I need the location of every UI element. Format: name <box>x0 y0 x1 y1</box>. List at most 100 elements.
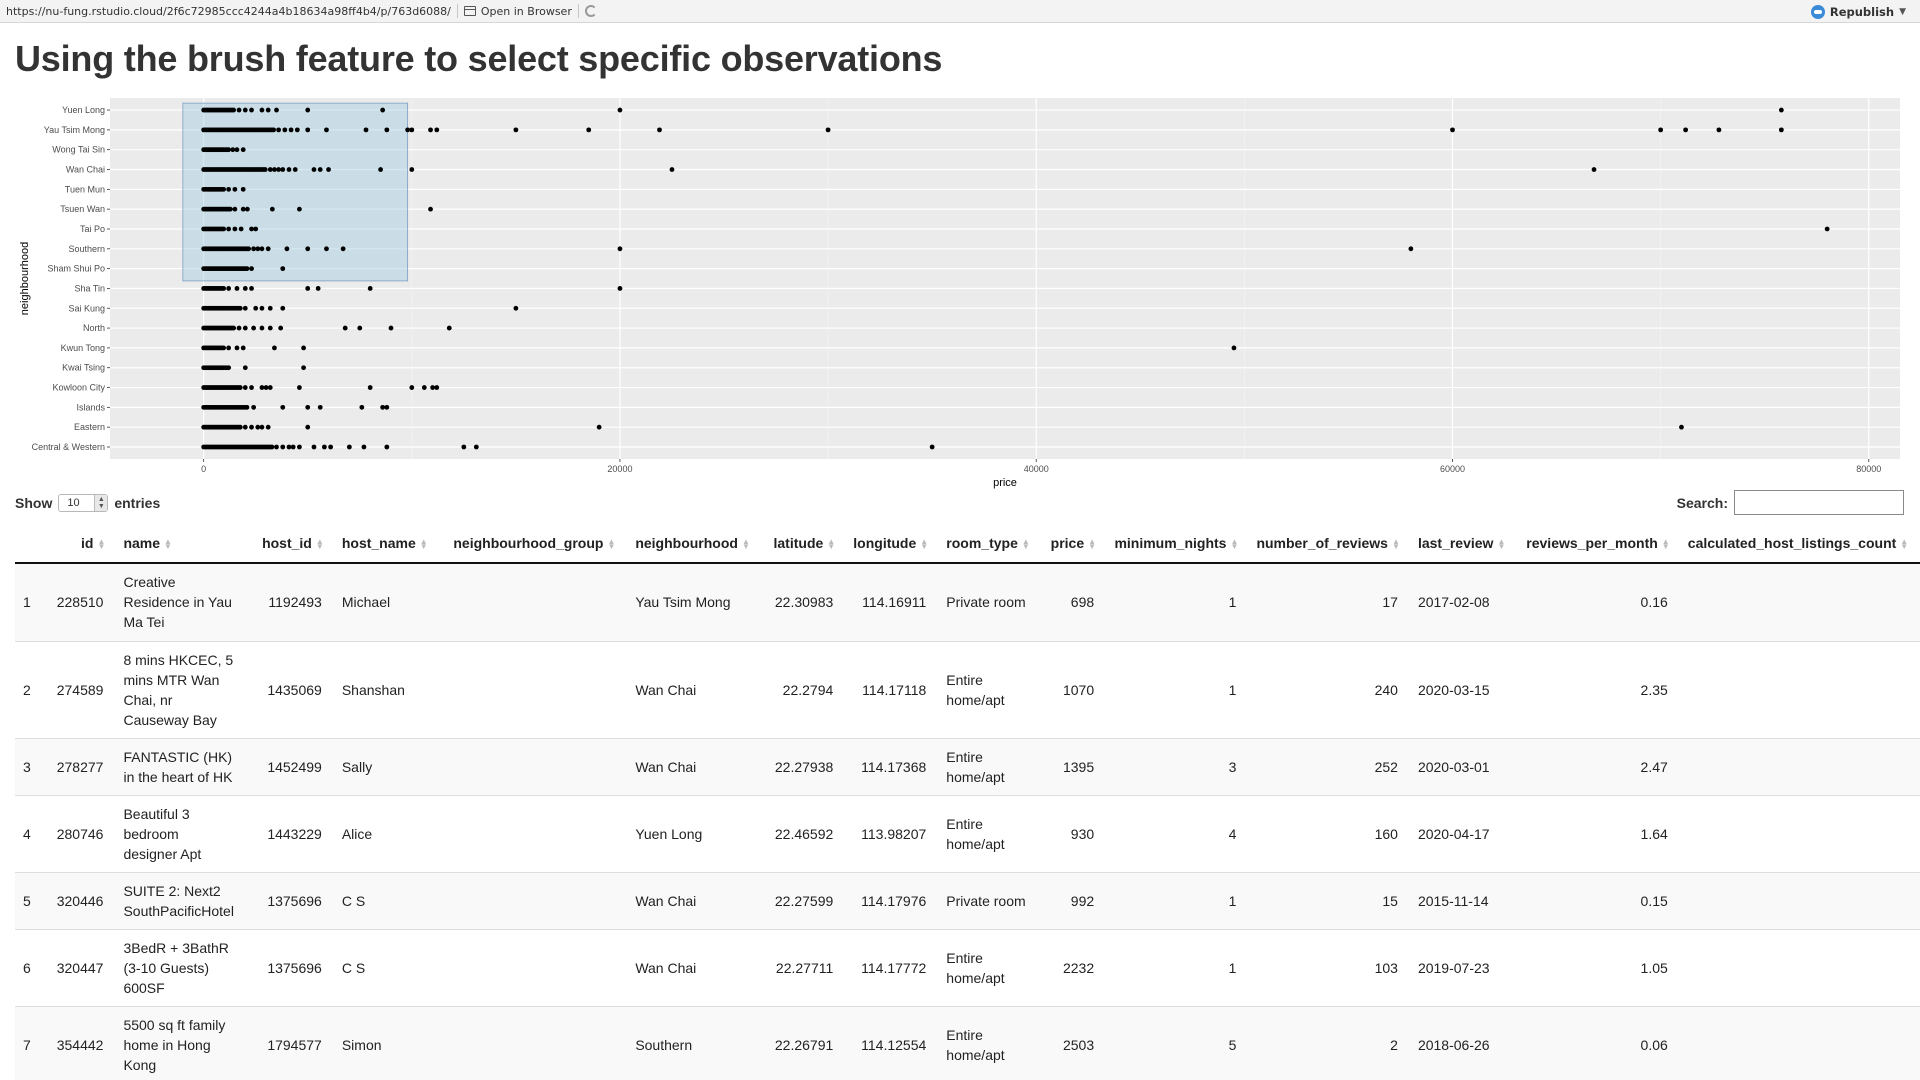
cell-calculated-host-listings-count <box>1677 562 1920 641</box>
brush-selection[interactable] <box>182 102 409 282</box>
data-point <box>253 226 259 232</box>
data-point <box>255 246 261 252</box>
data-point <box>265 424 271 430</box>
table-row[interactable]: 4 280746 Beautiful 3 bedroom designer Apt 1… <box>15 794 1920 872</box>
republish-button[interactable]: Republish ▼ <box>1810 0 1906 23</box>
toolbar-divider <box>577 4 579 18</box>
table-row[interactable]: 5 320446 SUITE 2: Next2 SouthPacificHotel 1… <box>15 871 1920 929</box>
data-point <box>267 325 273 331</box>
search-label: Search: <box>1676 494 1728 511</box>
column-header-calculated-host-listings-count[interactable]: calculated_host_listings_count ▲ ▼ <box>1677 524 1920 564</box>
data-point <box>226 365 232 371</box>
sort-arrows-icon: ▲ ▼ <box>315 537 324 552</box>
cell-number-of-reviews: 15 <box>1246 871 1408 929</box>
table-row[interactable]: 2 274589 8 mins HKCEC, 5 mins MTR Wan Chai… <box>15 640 1920 738</box>
scatter-plot[interactable]: Central & Western Eastern Islands Kowloon C… <box>0 92 1920 492</box>
plot-panel[interactable] <box>110 98 1900 459</box>
data-point <box>346 444 352 450</box>
data-point <box>1231 345 1237 351</box>
data-point <box>617 246 623 252</box>
table-row[interactable]: 1 228510 Creative Residence in Yau Ma Tei 1… <box>15 562 1920 641</box>
data-point <box>301 345 306 351</box>
column-header-number-of-reviews[interactable]: number_of_reviews ▲ ▼ <box>1246 524 1408 564</box>
y-tick-label: Wan Chai <box>66 165 105 175</box>
toolbar-divider <box>456 4 458 18</box>
table-row[interactable]: 6 320447 3BedR + 3BathR (3-10 Guests) 600S… <box>15 928 1920 1006</box>
data-point <box>267 305 273 311</box>
cell-host-name: C S <box>331 871 444 929</box>
data-point <box>221 226 227 232</box>
cell-host-name: Alice <box>331 794 444 872</box>
cell-host-id: 1375696 <box>245 871 332 929</box>
entries-select[interactable]: 10 ▲ ▼ <box>58 494 109 512</box>
column-header-neighbourhood-group[interactable]: neighbourhood_group ▲ ▼ <box>443 524 626 564</box>
cell-neighbourhood-group <box>443 871 626 929</box>
sort-arrows-icon: ▲ ▼ <box>1497 537 1506 552</box>
chevron-down-icon[interactable]: ▼ <box>1899 6 1906 17</box>
data-point <box>288 127 294 133</box>
cell-host-id: 1435069 <box>245 640 332 738</box>
table-header-row: id ▲ ▼ name ▲ ▼ host_id ▲ ▼ host_name ▲ ▼ neighbourh… <box>15 524 1920 564</box>
data-point <box>231 107 237 113</box>
search-input[interactable] <box>1734 490 1904 515</box>
table-row[interactable]: 3 278277 FANTASTIC (HK) in the heart of HK… <box>15 737 1920 795</box>
cell-calculated-host-listings-count <box>1677 794 1920 872</box>
data-point <box>234 286 240 291</box>
data-point <box>473 444 479 450</box>
cell-latitude: 22.2794 <box>762 640 844 738</box>
cell-id: 320446 <box>41 871 114 929</box>
column-header-minimum-nights[interactable]: minimum_nights ▲ ▼ <box>1104 524 1247 564</box>
column-header-reviews-per-month[interactable]: reviews_per_month ▲ ▼ <box>1515 524 1678 564</box>
y-tick-label: Eastern <box>74 422 105 432</box>
refresh-icon[interactable] <box>584 5 597 17</box>
cell-longitude: 113.98207 <box>843 794 937 872</box>
cell-name: 8 mins HKCEC, 5 mins MTR Wan Chai, nr Ca… <box>113 640 246 738</box>
cell-longitude: 114.17772 <box>843 928 937 1006</box>
column-header-latitude[interactable]: latitude ▲ ▼ <box>762 524 844 564</box>
data-point <box>240 186 246 192</box>
column-header-room-type[interactable]: room_type ▲ ▼ <box>936 524 1041 564</box>
data-point <box>240 147 246 153</box>
data-point <box>262 167 268 172</box>
data-point <box>328 444 334 450</box>
data-point <box>269 206 275 212</box>
cell-last-review: 2017-02-08 <box>1407 562 1516 641</box>
column-header-host-name[interactable]: host_name ▲ ▼ <box>331 524 444 564</box>
cell-rownum: 2 <box>15 640 42 738</box>
data-point <box>434 127 440 133</box>
column-header-price[interactable]: price ▲ ▼ <box>1040 524 1105 564</box>
cell-name: 5500 sq ft family home in Hong Kong <box>113 1005 246 1080</box>
data-point <box>236 107 242 113</box>
data-point <box>263 385 269 390</box>
data-point <box>1658 127 1664 133</box>
column-header-id[interactable]: id ▲ ▼ <box>41 524 114 564</box>
data-point <box>227 206 233 212</box>
column-header-neighbourhood[interactable]: neighbourhood ▲ ▼ <box>625 524 763 564</box>
table-row[interactable]: 7 354442 5500 sq ft family home in Hong Ko… <box>15 1005 1920 1080</box>
app-url[interactable]: https://nu-fung.rstudio.cloud/2f6c72985c… <box>6 4 451 18</box>
column-header-host-id[interactable]: host_id ▲ ▼ <box>245 524 332 564</box>
cell-longitude: 114.17118 <box>843 640 937 738</box>
cell-name: 3BedR + 3BathR (3-10 Guests) 600SF <box>113 928 246 1006</box>
y-tick-label: Sham Shui Po <box>47 264 105 274</box>
open-in-browser-button[interactable]: Open in Browser <box>463 5 572 18</box>
data-point <box>280 444 286 450</box>
cell-latitude: 22.30983 <box>762 562 844 641</box>
column-header-label: room_type <box>946 535 1018 551</box>
column-header-longitude[interactable]: longitude ▲ ▼ <box>843 524 937 564</box>
data-point <box>434 385 440 390</box>
data-point <box>305 424 311 430</box>
data-point <box>259 385 265 390</box>
x-tick-label: 60000 <box>1440 464 1465 474</box>
data-point <box>297 444 302 450</box>
cell-reviews-per-month: 0.06 <box>1515 1005 1678 1080</box>
data-point <box>242 107 248 113</box>
data-point <box>321 444 327 450</box>
y-tick-label: Yau Tsim Mong <box>44 125 105 135</box>
column-header-last-review[interactable]: last_review ▲ ▼ <box>1407 524 1516 564</box>
data-point <box>596 424 602 430</box>
cell-host-id: 1794577 <box>245 1005 332 1080</box>
column-header-name[interactable]: name ▲ ▼ <box>113 524 246 564</box>
cell-longitude: 114.17976 <box>843 871 937 929</box>
cell-number-of-reviews: 103 <box>1246 928 1408 1006</box>
